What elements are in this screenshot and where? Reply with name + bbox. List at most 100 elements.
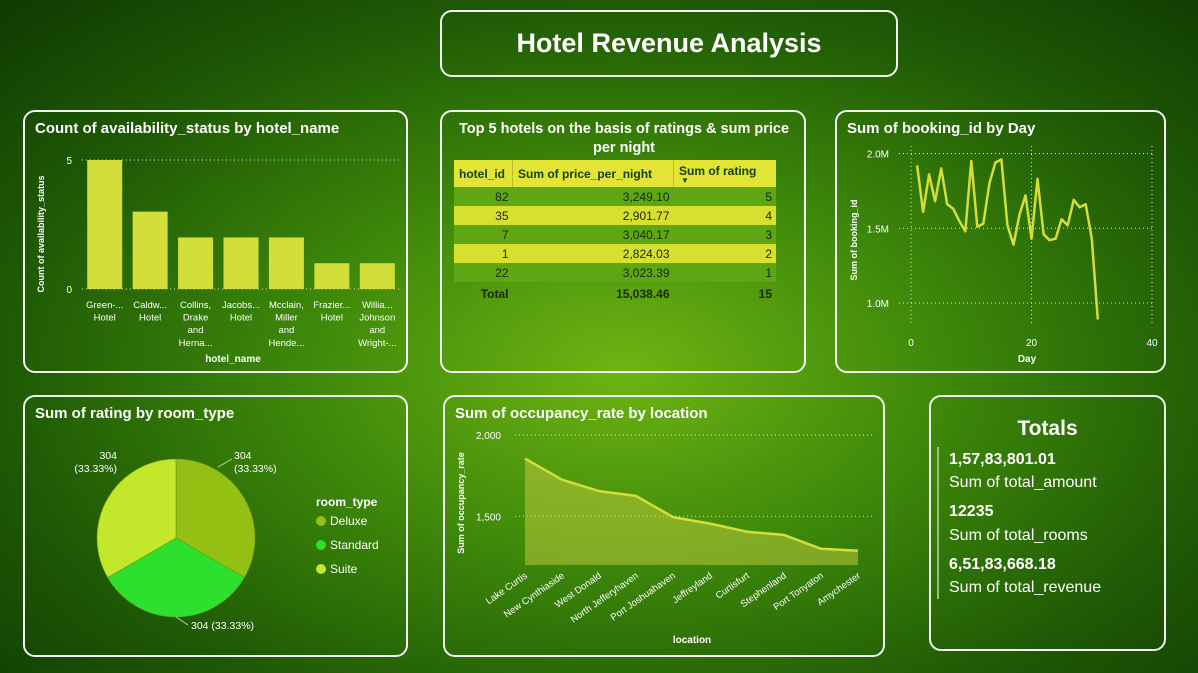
col-rating-label: Sum of rating [679,163,757,178]
x-tick-label: Johnson [359,313,395,324]
y-tick-label: 1,500 [476,512,501,523]
x-tick-label: Miller [275,313,298,324]
top5-table: hotel_id Sum of price_per_night Sum of r… [454,160,776,306]
x-axis-label: Day [1018,354,1037,365]
table-cell: 3,249.10 [512,187,674,206]
area-fill [525,458,858,565]
x-tick-label: North Jefferyhaven [569,570,641,625]
booking-title: Sum of booking_id by Day [847,120,1036,137]
top5-panel[interactable]: Top 5 hotels on the basis of ratings & s… [440,110,806,373]
booking-line-chart: 1.0M 1.5M 2.0M 0 20 40 Day Sum of booking_id [849,146,1158,365]
table-cell: 3,023.39 [512,263,674,282]
y-tick-label: 5 [66,156,72,167]
legend-marker [316,516,326,526]
col-price[interactable]: Sum of price_per_night [512,160,674,187]
bar [359,263,395,289]
x-tick-label: Port Joshuahaven [609,570,678,623]
x-tick-label: Hotel [321,313,343,324]
pie-data-label: 304 (33.33%) [191,620,254,632]
legend-label: Suite [330,562,358,576]
rating-title: Sum of rating by room_type [35,405,235,422]
occupancy-title: Sum of occupancy_rate by location [455,405,708,422]
pie-slice [107,537,245,618]
x-tick-label: 0 [908,338,914,349]
table-cell: 5 [673,187,776,206]
legend-label: Deluxe [330,514,368,528]
x-tick-label: 20 [1026,338,1038,349]
table-cell: 35 [454,206,513,225]
table-row[interactable]: 82 3,249.10 5 [454,187,776,206]
y-axis-label: Count of availability_status [36,175,46,292]
dashboard-title: Hotel Revenue Analysis [516,28,822,58]
totals-panel[interactable]: Totals 1,57,83,801.01 Sum of total_amoun… [929,395,1166,651]
x-tick-label: Herna... [179,338,213,349]
x-tick-label: and [188,325,204,336]
rating-pie-chart: 304(33.33%)304 (33.33%)304(33.33%)room_t… [74,450,378,632]
table-cell: 1 [454,244,513,263]
top5-title: Top 5 hotels on the basis of ratings & s… [458,121,790,156]
legend-title: room_type [316,495,378,509]
pie-slice [96,458,177,578]
x-tick-label: Frazier... [313,300,350,311]
x-tick-label: Willia... [362,300,393,311]
y-axis-label: Sum of occupancy_rate [456,452,466,554]
total-amount-value: 1,57,83,801.01 [949,451,1056,468]
series-line [524,457,859,552]
x-tick-label: Hotel [139,313,161,324]
pie-slice [175,458,256,578]
x-tick-label: Caldw... [133,300,167,311]
y-tick-label: 2.0M [867,149,889,160]
table-cell: 4 [673,206,776,225]
bar [132,211,168,289]
table-row[interactable]: 1 2,824.03 2 [454,244,776,263]
dashboard-title-box: Hotel Revenue Analysis [440,10,898,77]
y-tick-label: 1.5M [867,224,889,235]
x-tick-label: 40 [1146,338,1158,349]
total-rooms-label: Sum of total_rooms [949,527,1088,544]
total-revenue-value: 6,51,83,668.18 [949,556,1056,573]
totals-title: Totals [1017,417,1078,440]
availability-title: Count of availability_status by hotel_na… [35,120,340,137]
pie-leader-line [175,616,189,626]
x-axis-label: hotel_name [205,354,261,365]
table-total-cell: 15,038.46 [616,287,670,301]
table-row[interactable]: 35 2,901.77 4 [454,206,776,225]
x-axis-label: location [673,635,711,646]
availability-panel[interactable]: Count of availability_status by hotel_na… [23,110,408,373]
col-rating[interactable]: Sum of rating ▼ [673,160,776,187]
availability-bar-chart: 0 5 Green-... Hotel Caldw... Hotel Collins, Dra… [36,156,400,365]
occupancy-panel[interactable]: Sum of occupancy_rate by location 1,500 2… [443,395,885,657]
x-tick-label: Hotel [230,313,252,324]
table-row[interactable]: 7 3,040.17 3 [454,225,776,244]
table-total-row: Total 15,038.46 15 [454,282,776,306]
table-row[interactable]: 22 3,023.39 1 [454,263,776,282]
x-tick-label: Collins, [180,300,211,311]
bar [223,237,259,289]
rating-panel[interactable]: Sum of rating by room_type 304 (33.33%) 30… [23,395,408,657]
table-cell: 2,901.77 [512,206,674,225]
total-revenue-label: Sum of total_revenue [949,579,1102,596]
table-total-cell: 15 [758,287,772,301]
table-total-cell: Total [480,287,509,301]
table-cell: 2 [673,244,776,263]
x-tick-label: Mcclain, [269,300,304,311]
table-cell: 3,040.17 [512,225,674,244]
bar [87,160,123,289]
pie-data-label: (33.33%) [74,463,117,475]
x-tick-label: Green-... [86,300,124,311]
table-cell: 82 [454,187,513,206]
legend-marker [316,540,326,550]
legend-marker [316,564,326,574]
table-cell: 3 [673,225,776,244]
table-cell: 1 [673,263,776,282]
x-tick-label: Drake [183,313,208,324]
sort-desc-icon: ▼ [681,175,689,185]
x-tick-label: Hotel [94,313,116,324]
col-hotel-id[interactable]: hotel_id [454,160,513,187]
x-tick-label: Wright-... [358,338,396,349]
booking-panel[interactable]: Sum of booking_id by Day 1.0M 1.5M 2.0M 0 20… [835,110,1166,373]
x-tick-label: and [278,325,294,336]
y-tick-label: 2,000 [476,431,501,442]
bar [268,237,304,289]
table-cell: 7 [454,225,513,244]
